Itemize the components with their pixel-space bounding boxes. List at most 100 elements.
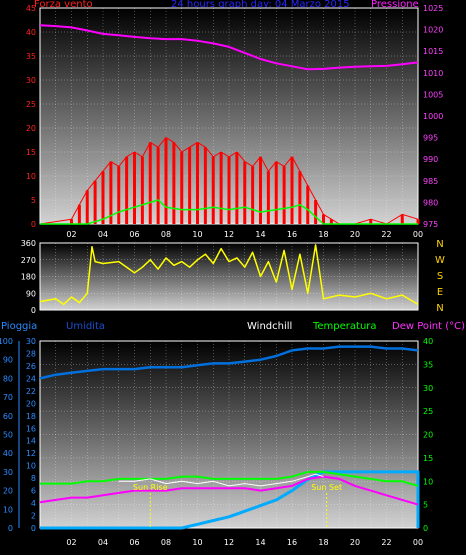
x-tick-label: 00 xyxy=(413,230,423,239)
y-tick-label: 10 xyxy=(26,172,36,181)
y-tick-label: 24 xyxy=(26,374,36,383)
y-tick-label: 10 xyxy=(423,477,433,486)
dewpoint-label: Dew Point (°C) xyxy=(392,321,466,332)
x-tick-label: 22 xyxy=(381,230,391,239)
y-tick-label: 70 xyxy=(3,393,13,402)
dewpoint-series-line xyxy=(39,475,419,506)
temperature-label: Temperatura xyxy=(313,321,377,332)
x-tick-label: 18 xyxy=(318,538,328,547)
x-tick-label: 20 xyxy=(350,230,360,239)
x-tick-label: 20 xyxy=(350,538,360,547)
y-tick-label: 30 xyxy=(26,76,36,85)
y-tick-label: 14 xyxy=(26,437,36,446)
y-tick-label: 5 xyxy=(423,501,428,510)
pressure-label: Pressione xyxy=(371,0,419,10)
y-tick-label: 35 xyxy=(26,52,36,61)
y-tick-label: 180 xyxy=(21,273,36,282)
y-tick-label: 40 xyxy=(423,337,433,346)
windchill-series-line xyxy=(118,473,324,487)
y-tick-label: 985 xyxy=(423,177,438,186)
y-tick-label: 1005 xyxy=(423,90,443,99)
pressure-series-line xyxy=(39,24,419,71)
cardinal-label: S xyxy=(436,271,444,282)
x-tick-label: 16 xyxy=(287,230,297,239)
cardinal-label: N xyxy=(436,303,444,314)
x-tick-label: 10 xyxy=(192,538,202,547)
y-tick-label: 980 xyxy=(423,198,438,207)
y-tick-label: 90 xyxy=(3,356,13,365)
y-tick-label: 1000 xyxy=(423,112,443,121)
y-tick-label: 10 xyxy=(3,505,13,514)
x-tick-label: 18 xyxy=(318,230,328,239)
y-tick-label: 1020 xyxy=(423,26,443,35)
y-tick-label: 45 xyxy=(26,4,36,13)
y-tick-label: 40 xyxy=(26,28,36,37)
sun-marker-label: Sun Rise xyxy=(133,483,168,492)
y-tick-label: 22 xyxy=(26,387,36,396)
y-tick-label: 30 xyxy=(3,468,13,477)
y-tick-label: 0 xyxy=(423,524,428,533)
y-tick-label: 50 xyxy=(3,431,13,440)
y-tick-label: 2 xyxy=(31,512,36,521)
y-tick-label: 990 xyxy=(423,155,438,164)
y-tick-label: 0 xyxy=(8,524,13,533)
y-tick-label: 30 xyxy=(26,337,36,346)
x-tick-label: 08 xyxy=(161,230,171,239)
cardinal-label: W xyxy=(435,255,445,266)
y-tick-label: 60 xyxy=(3,412,13,421)
sun-marker-label: Sun Set xyxy=(311,483,342,492)
x-tick-label: 04 xyxy=(98,538,108,547)
y-tick-label: 40 xyxy=(3,449,13,458)
wind-direction-series-line xyxy=(39,244,419,306)
graph-title: 24 hours graph day: 04 Marzo 2015 xyxy=(171,0,350,10)
y-tick-label: 360 xyxy=(21,239,36,248)
x-tick-label: 14 xyxy=(255,538,265,547)
x-tick-label: 00 xyxy=(413,538,423,547)
y-tick-label: 1025 xyxy=(423,4,443,13)
y-tick-label: 25 xyxy=(423,407,433,416)
windchill-label: Windchill xyxy=(247,321,293,332)
y-tick-label: 1010 xyxy=(423,69,443,78)
temperature-series-line xyxy=(40,470,419,487)
x-tick-label: 22 xyxy=(381,538,391,547)
y-tick-label: 20 xyxy=(26,124,36,133)
x-tick-label: 08 xyxy=(161,538,171,547)
y-tick-label: 0 xyxy=(31,524,36,533)
x-tick-label: 04 xyxy=(98,230,108,239)
y-tick-label: 16 xyxy=(26,424,36,433)
y-tick-label: 15 xyxy=(423,454,433,463)
wind-speed-label: Forza vento xyxy=(34,0,93,10)
x-tick-label: 16 xyxy=(287,538,297,547)
y-tick-label: 20 xyxy=(423,431,433,440)
y-tick-label: 18 xyxy=(26,412,36,421)
humidity-series-line xyxy=(39,345,419,380)
y-tick-label: 270 xyxy=(21,256,36,265)
y-tick-label: 6 xyxy=(31,487,36,496)
y-tick-label: 10 xyxy=(26,462,36,471)
y-tick-label: 80 xyxy=(3,374,13,383)
y-tick-label: 35 xyxy=(423,360,433,369)
y-tick-label: 28 xyxy=(26,349,36,358)
y-tick-label: 25 xyxy=(26,100,36,109)
cardinal-label: N xyxy=(436,239,444,250)
x-tick-label: 10 xyxy=(192,230,202,239)
x-tick-label: 02 xyxy=(66,538,76,547)
x-tick-label: 02 xyxy=(66,230,76,239)
y-tick-label: 20 xyxy=(3,487,13,496)
y-tick-label: 1015 xyxy=(423,47,443,56)
y-tick-label: 995 xyxy=(423,134,438,143)
x-tick-label: 06 xyxy=(129,230,139,239)
cardinal-label: E xyxy=(436,287,444,298)
y-tick-label: 5 xyxy=(31,196,36,205)
y-tick-label: 15 xyxy=(26,148,36,157)
x-tick-label: 06 xyxy=(129,538,139,547)
y-tick-label: 0 xyxy=(31,220,36,229)
y-tick-label: 8 xyxy=(31,474,36,483)
y-tick-label: 4 xyxy=(31,499,36,508)
y-tick-label: 100 xyxy=(0,337,13,346)
rain-label: Pioggia xyxy=(1,321,38,332)
y-tick-label: 26 xyxy=(26,362,36,371)
wind-series-line xyxy=(39,137,419,225)
